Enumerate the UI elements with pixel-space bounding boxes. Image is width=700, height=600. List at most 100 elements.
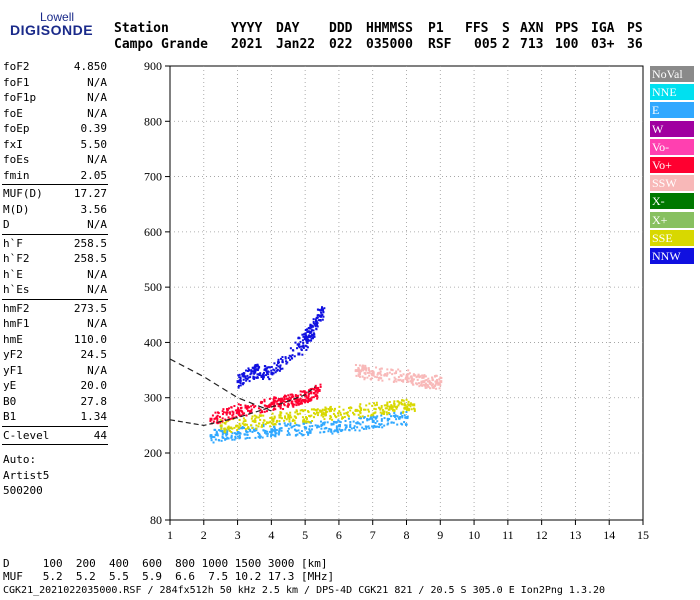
trace-dot — [384, 407, 387, 410]
trace-dot — [371, 414, 374, 417]
trace-dot — [266, 366, 269, 369]
trace-dot — [349, 426, 352, 429]
trace-dot — [366, 419, 369, 422]
trace-dot — [294, 422, 297, 425]
trace-dot — [320, 427, 323, 430]
trace-dot — [263, 431, 266, 434]
trace-dot — [296, 398, 299, 401]
trace-dot — [406, 373, 409, 376]
trace-dot — [291, 357, 294, 360]
trace-dot — [307, 432, 310, 435]
trace-dot — [224, 431, 227, 434]
trace-dot — [274, 408, 277, 411]
trace-dot — [358, 364, 361, 367]
trace-dot — [314, 413, 317, 416]
trace-dot — [391, 409, 394, 412]
trace-dot — [266, 432, 269, 435]
trace-dot — [287, 427, 290, 430]
trace-dot — [412, 378, 415, 381]
trace-dot — [262, 429, 265, 432]
trace-dot — [335, 426, 338, 429]
trace-dot — [358, 429, 361, 432]
trace-dot — [236, 435, 239, 438]
trace-dot — [305, 418, 308, 421]
trace-dot — [409, 405, 412, 408]
param-key: yE — [3, 379, 17, 392]
trace-dot — [412, 383, 415, 386]
trace-dot — [319, 420, 322, 423]
trace-dot — [352, 420, 355, 423]
trace-dot — [296, 401, 299, 404]
trace-dot — [275, 364, 278, 367]
trace-dot — [213, 417, 216, 420]
trace-dot — [308, 421, 311, 424]
trace-dot — [330, 422, 333, 425]
trace-dot — [298, 346, 301, 349]
param-key: foEp — [3, 122, 30, 135]
trace-dot — [370, 372, 373, 375]
trace-dot — [299, 397, 302, 400]
trace-dot — [265, 370, 268, 373]
param-row: yF2 24.5 — [3, 348, 107, 362]
trace-dot — [259, 411, 262, 414]
trace-dot — [307, 327, 310, 330]
trace-dot — [250, 408, 253, 411]
header-label-iga: IGA — [591, 21, 615, 36]
param-row: foEs N/A — [3, 153, 107, 167]
trace-dot — [300, 345, 303, 348]
trace-dot — [313, 412, 315, 415]
trace-dot — [231, 410, 234, 413]
trace-dot — [435, 382, 438, 385]
trace-dot — [395, 372, 398, 375]
trace-dot — [286, 423, 289, 426]
trace-dot — [284, 424, 287, 427]
header-label-p1: P1 — [428, 21, 444, 36]
trace-dot — [293, 403, 296, 406]
trace-dot — [392, 414, 395, 417]
trace-dot — [281, 356, 284, 359]
trace-dot — [221, 417, 224, 420]
trace-dot — [253, 377, 256, 380]
trace-dot — [315, 328, 318, 331]
trace-dot — [320, 414, 323, 417]
trace-dot — [224, 418, 227, 421]
trace-dot — [308, 428, 311, 431]
trace-dot — [289, 411, 292, 414]
trace-dot — [321, 424, 324, 427]
trace-dot — [374, 411, 377, 414]
param-row: hmF2 273.5 — [3, 302, 107, 316]
trace-dot — [383, 373, 386, 376]
trace-dot — [399, 412, 402, 415]
trace-dot — [311, 337, 314, 340]
trace-dot — [398, 401, 401, 404]
param-row: MUF(D) 17.27 — [3, 187, 107, 201]
trace-dot — [237, 384, 240, 387]
trace-dot — [240, 410, 243, 413]
trace-dot — [305, 391, 308, 394]
trace-dot — [274, 397, 277, 400]
trace-dot — [264, 404, 267, 407]
trace-dot — [421, 374, 424, 377]
trace-dot — [406, 381, 409, 384]
trace-dot — [265, 432, 268, 435]
trace-dot — [325, 407, 328, 410]
trace-dot — [324, 426, 327, 429]
trace-dot — [259, 372, 262, 375]
trace-dot — [380, 406, 383, 409]
trace-point — [439, 380, 443, 384]
trace-dot — [274, 371, 277, 374]
trace-dot — [366, 376, 369, 379]
trace-dot — [310, 414, 313, 417]
trace-dot — [338, 410, 341, 413]
trace-dot — [279, 399, 282, 402]
legend-item-noval: NoVal — [650, 66, 694, 82]
header-label-pps: PPS — [555, 21, 579, 36]
trace-dot — [317, 319, 320, 322]
trace-dot — [262, 374, 265, 377]
x-tick-label: 1 — [167, 528, 173, 542]
trace-dot — [355, 374, 358, 377]
trace-dot — [277, 365, 280, 368]
trace-dot — [380, 414, 383, 417]
trace-dot — [363, 416, 366, 419]
trace-dot — [233, 426, 236, 429]
